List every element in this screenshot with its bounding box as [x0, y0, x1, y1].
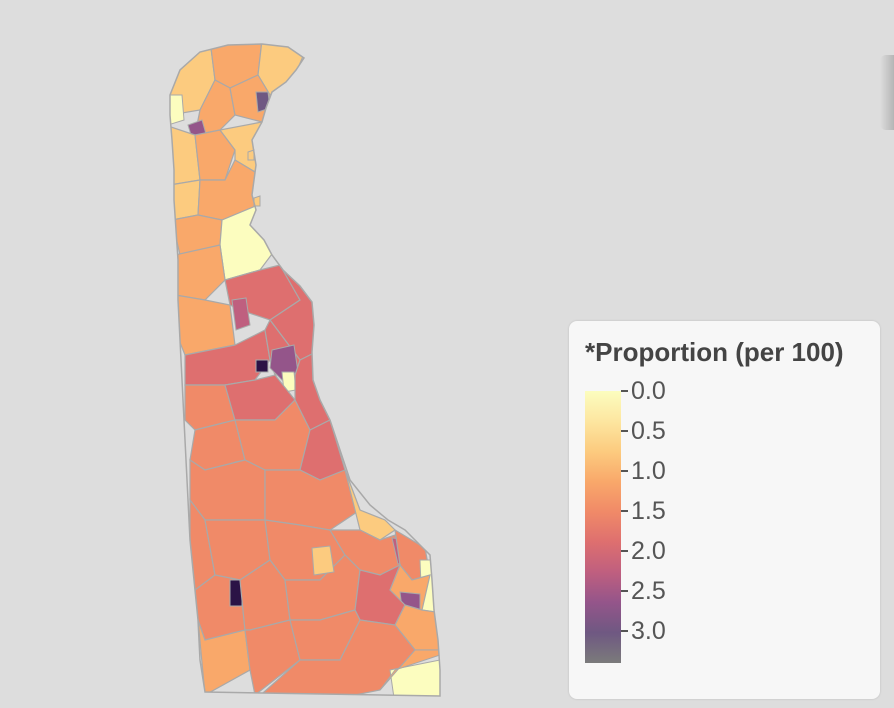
region-townsend[interactable] [174, 294, 236, 356]
legend-title: *Proportion (per 100) [585, 337, 844, 367]
region-milford[interactable] [264, 469, 361, 531]
region-middletown[interactable] [174, 244, 226, 301]
legend-tick-label: 2.5 [631, 576, 666, 605]
region-north-top-right[interactable] [257, 40, 311, 96]
region-northwest-pale[interactable] [165, 94, 185, 126]
legend-tick-3: 1.5 [621, 496, 666, 526]
region-ocean-view[interactable] [379, 649, 440, 691]
legend-tick-mark [621, 630, 628, 632]
region-millsboro-pale[interactable] [311, 545, 335, 576]
legend-tick-6: 3.0 [621, 616, 666, 646]
legend-color-ramp [585, 391, 621, 663]
region-fenwick-pale[interactable] [389, 659, 445, 705]
legend-tick-1: 0.5 [621, 416, 666, 446]
legend-tick-label: 0.0 [631, 376, 666, 405]
region-dover-north-purple[interactable] [231, 297, 251, 331]
map-legend: *Proportion (per 100) 0.0 0.5 1.0 1.5 2.0 2.5… [569, 321, 880, 699]
legend-tick-label: 3.0 [631, 616, 666, 645]
state-outline [169, 43, 441, 697]
legend-tick-mark [621, 510, 628, 512]
legend-tick-label: 1.0 [631, 456, 666, 485]
legend-tick-mark [621, 470, 628, 472]
legend-tick-5: 2.5 [621, 576, 666, 606]
region-sussex-nw[interactable] [189, 458, 266, 521]
legend-tick-label: 2.0 [631, 536, 666, 565]
legend-tick-label: 0.5 [631, 416, 666, 445]
legend-tick-mark [621, 430, 628, 432]
region-newcastle-center[interactable] [194, 129, 236, 181]
islet-delaware-river [247, 149, 255, 161]
legend-tick-mark [621, 550, 628, 552]
legend-tick-mark [621, 590, 628, 592]
legend-tick-0: 0.0 [621, 376, 666, 406]
panel-edge-shadow [880, 55, 894, 130]
legend-tick-mark [621, 390, 628, 392]
legend-tick-4: 2.0 [621, 536, 666, 566]
legend-tick-label: 1.5 [631, 496, 666, 525]
region-dover-dark[interactable] [255, 359, 269, 373]
legend-tick-2: 1.0 [621, 456, 666, 486]
